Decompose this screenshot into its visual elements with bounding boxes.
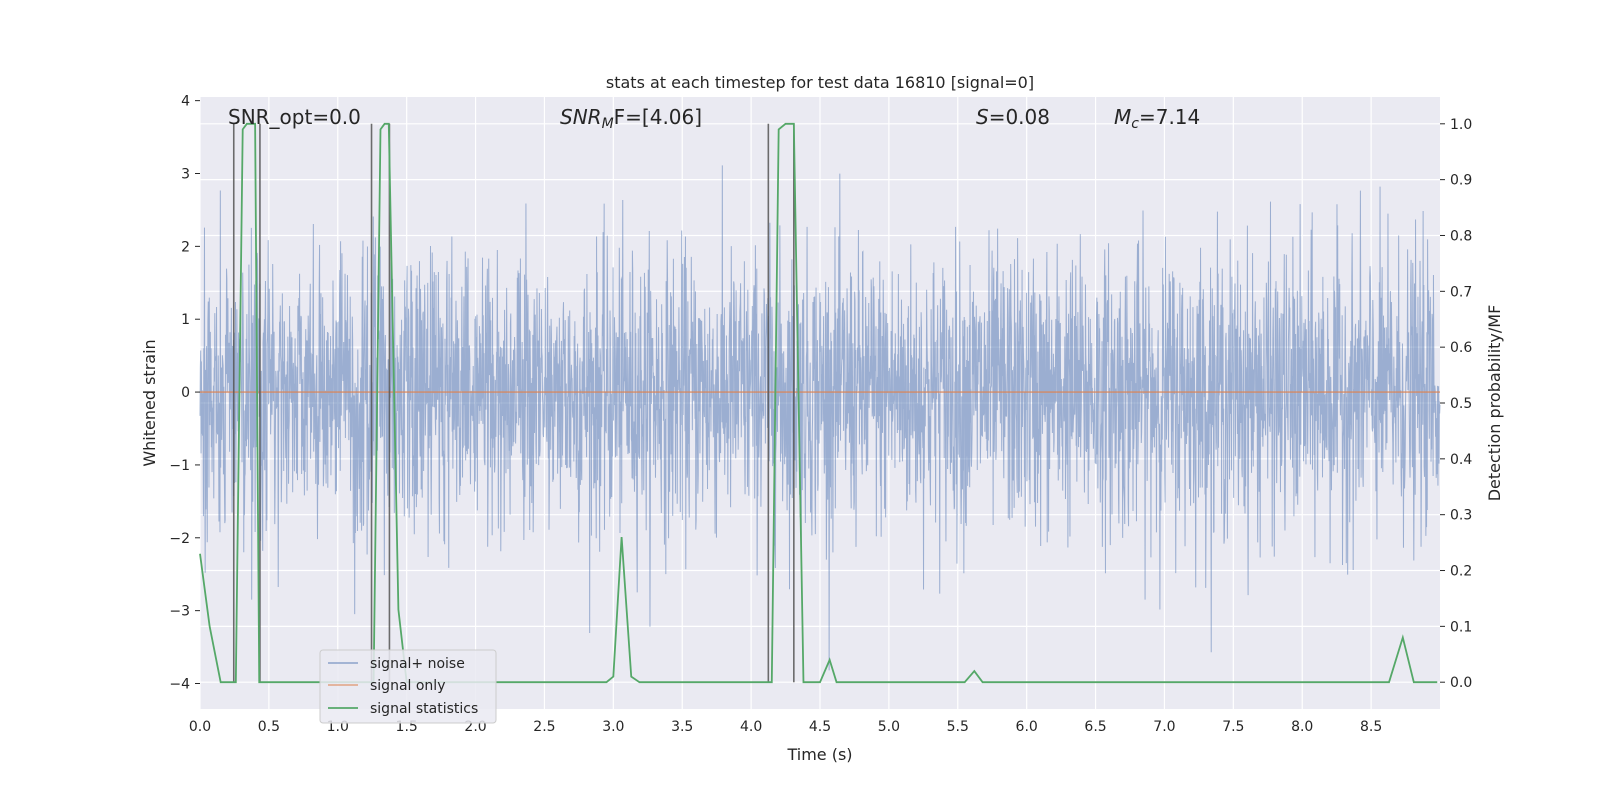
- x-tick-label: 0.5: [258, 719, 280, 735]
- legend-box: [319, 649, 497, 724]
- x-tick-label: 2.5: [533, 719, 555, 735]
- x-tick-label: 6.0: [1016, 719, 1038, 735]
- y-right-tick-label: 1.0: [1450, 117, 1472, 133]
- y-right-tick-label: 0.8: [1450, 228, 1472, 244]
- y-right-tick-label: 0.0: [1450, 675, 1472, 691]
- x-tick-label: 7.5: [1222, 719, 1244, 735]
- y-axis-left-label: Whitened strain: [140, 339, 159, 466]
- x-tick-label: 7.0: [1153, 719, 1175, 735]
- y-left-tick-label: −4: [169, 677, 190, 693]
- y-axis-right-ticks: 1.0 0.9 0.8 0.7 0.6 0.5 0.4 0.3 0.2 0.1 0.0: [1440, 117, 1472, 691]
- annotation-snr-mf: SNRMF=[4.06]: [560, 105, 702, 132]
- y-axis-left-ticks: 4 3 2 1 0 −1 −2 −3 −4: [169, 94, 200, 693]
- y-left-tick-label: 4: [181, 94, 190, 110]
- signal-noise-series: [199, 165, 1441, 671]
- y-right-tick-label: 0.5: [1450, 396, 1472, 412]
- y-right-tick-label: 0.6: [1450, 340, 1472, 356]
- y-right-tick-label: 0.4: [1450, 452, 1472, 468]
- signal-statistics-series: [199, 122, 1438, 684]
- legend-label-signal-only: signal only: [370, 678, 445, 694]
- x-axis-label: Time (s): [786, 745, 852, 764]
- noise-line: [199, 165, 1441, 671]
- x-tick-label: 6.5: [1084, 719, 1106, 735]
- x-tick-label: 0.0: [189, 719, 211, 735]
- grid-lines: [199, 97, 1440, 709]
- y-right-tick-label: 0.9: [1450, 173, 1472, 189]
- y-left-tick-label: 1: [181, 312, 190, 328]
- legend-label-noise: signal+ noise: [370, 656, 465, 672]
- y-right-tick-label: 0.1: [1450, 619, 1472, 635]
- y-left-tick-label: 3: [181, 167, 190, 183]
- y-left-tick-label: −1: [169, 458, 190, 474]
- y-right-tick-label: 0.7: [1450, 284, 1472, 300]
- y-left-tick-label: 2: [181, 239, 190, 255]
- annotation-s: S=0.08: [976, 105, 1050, 129]
- x-tick-label: 3.5: [671, 719, 693, 735]
- legend-label-statistics: signal statistics: [370, 701, 478, 717]
- y-left-tick-label: 0: [181, 385, 190, 401]
- x-tick-label: 5.5: [947, 719, 969, 735]
- annotation-snr-opt: SNR_opt=0.0: [228, 105, 361, 129]
- y-right-tick-label: 0.2: [1450, 564, 1472, 580]
- x-tick-label: 3.0: [602, 719, 624, 735]
- chart-title: stats at each timestep for test data 168…: [606, 73, 1034, 92]
- x-tick-label: 4.0: [740, 719, 762, 735]
- x-tick-label: 8.5: [1360, 719, 1382, 735]
- annotation-mc: Mc=7.14: [1114, 105, 1200, 132]
- x-tick-label: 4.5: [809, 719, 831, 735]
- vertical-markers: [232, 123, 795, 683]
- x-tick-label: 8.0: [1291, 719, 1313, 735]
- y-left-tick-label: −2: [169, 531, 190, 547]
- y-axis-right-label: Detection probability/MF: [1485, 305, 1504, 502]
- x-tick-label: 5.0: [878, 719, 900, 735]
- y-right-tick-label: 0.3: [1450, 508, 1472, 524]
- legend: signal+ noise signal only signal statist…: [319, 649, 497, 724]
- statistics-line: [199, 122, 1438, 684]
- y-left-tick-label: −3: [169, 604, 190, 620]
